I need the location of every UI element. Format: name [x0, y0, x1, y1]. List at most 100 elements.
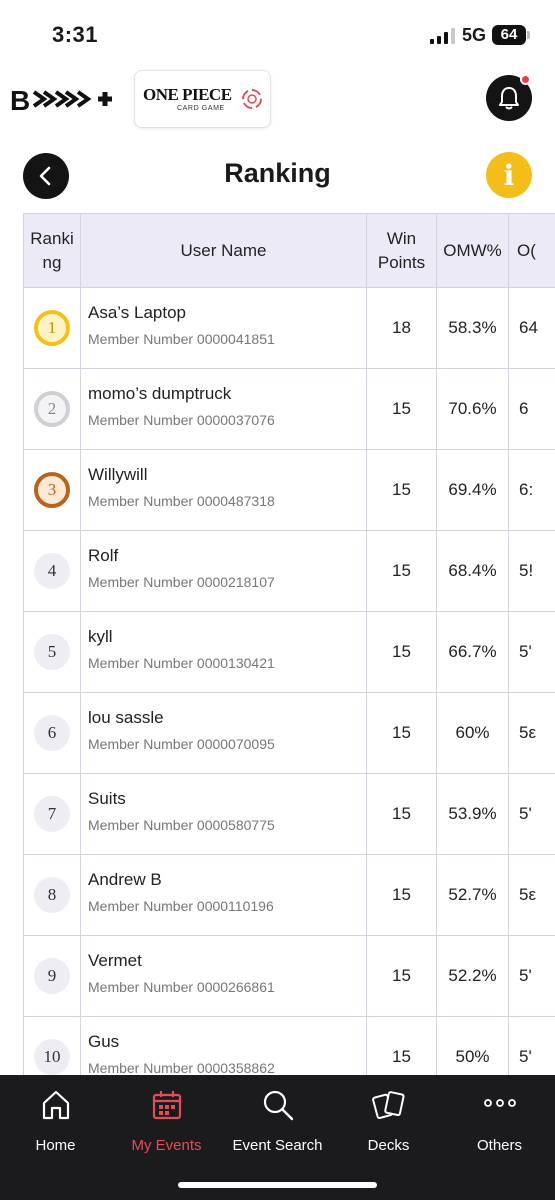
user-name: Rolf — [88, 546, 119, 565]
col-header-oow: O( — [508, 213, 555, 288]
bandai-logo: B — [10, 84, 114, 116]
win-points: 15 — [366, 611, 437, 693]
home-indicator[interactable] — [178, 1182, 377, 1188]
member-number: Member Number 0000218107 — [88, 574, 275, 590]
table-row[interactable]: 10 Gus Member Number 0000358862 15 50% 5' — [23, 1016, 555, 1075]
win-points: 15 — [366, 530, 437, 612]
oow-percent: 6: — [508, 449, 555, 531]
rank-badge: 10 — [34, 1039, 70, 1075]
table-row[interactable]: 7 Suits Member Number 0000580775 15 53.9%… — [23, 773, 555, 855]
user-name: Andrew B — [88, 870, 162, 889]
rank-badge: 7 — [34, 796, 70, 832]
table-row[interactable]: 8 Andrew B Member Number 0000110196 15 52… — [23, 854, 555, 936]
table-row[interactable]: 2 momo’s dumptruck Member Number 00000370… — [23, 368, 555, 450]
rank-badge: 5 — [34, 634, 70, 670]
table-row[interactable]: 5 kyll Member Number 0000130421 15 66.7% … — [23, 611, 555, 693]
user-name: Vermet — [88, 951, 142, 970]
oow-percent: 5' — [508, 935, 555, 1017]
ranking-table: Ranki ng User Name Win Points OMW% O( 1 As… — [23, 213, 555, 1075]
nav-others[interactable]: Others — [444, 1087, 555, 1154]
one-piece-card-game-logo[interactable]: ONE PIECE CARD GAME — [134, 70, 271, 128]
member-number: Member Number 0000487318 — [88, 493, 275, 509]
ranking-table-container[interactable]: Ranki ng User Name Win Points OMW% O( 1 As… — [23, 213, 555, 1075]
omw-percent: 68.4% — [436, 530, 509, 612]
rank-badge: 4 — [34, 553, 70, 589]
user-name: kyll — [88, 627, 113, 646]
info-icon: i — [503, 158, 515, 192]
oow-percent: 5' — [508, 773, 555, 855]
rank-silver-medal-icon: 2 — [34, 391, 70, 427]
win-points: 15 — [366, 935, 437, 1017]
nav-event-search[interactable]: Event Search — [222, 1087, 333, 1154]
search-icon — [263, 1090, 293, 1121]
battery-tip — [527, 31, 530, 39]
member-number: Member Number 0000130421 — [88, 655, 275, 671]
omw-percent: 58.3% — [436, 287, 509, 369]
member-number: Member Number 0000110196 — [88, 898, 274, 914]
swirl-icon — [242, 89, 262, 109]
oow-percent: 5ε — [508, 692, 555, 774]
nav-decks-label: Decks — [367, 1137, 410, 1154]
table-header-row: Ranki ng User Name Win Points OMW% O( — [23, 213, 555, 288]
oow-percent: 5' — [508, 611, 555, 693]
member-number: Member Number 0000037076 — [88, 412, 275, 428]
back-button[interactable] — [23, 153, 69, 199]
rank-gold-medal-icon: 1 — [34, 310, 70, 346]
bell-icon — [499, 87, 519, 110]
col-header-user-name: User Name — [80, 213, 367, 288]
win-points: 18 — [366, 287, 437, 369]
oow-percent: 5! — [508, 530, 555, 612]
user-name: Willywill — [88, 465, 148, 484]
table-row[interactable]: 3 Willywill Member Number 0000487318 15 6… — [23, 449, 555, 531]
win-points: 15 — [366, 1016, 437, 1075]
rank-badge: 6 — [34, 715, 70, 751]
table-row[interactable]: 1 Asa’s Laptop Member Number 0000041851 1… — [23, 287, 555, 369]
bottom-navigation: Home My Events Event Search Decks Others — [0, 1075, 555, 1200]
user-name: Gus — [88, 1032, 120, 1051]
chevron-left-icon — [39, 166, 51, 186]
table-row[interactable]: 6 lou sassle Member Number 0000070095 15 … — [23, 692, 555, 774]
col-header-ranking: Ranki ng — [23, 213, 81, 288]
rank-badge: 9 — [34, 958, 70, 994]
home-icon — [42, 1090, 69, 1120]
info-button[interactable]: i — [486, 152, 532, 198]
user-name: Suits — [88, 789, 126, 808]
omw-percent: 69.4% — [436, 449, 509, 531]
nav-event-search-label: Event Search — [232, 1137, 323, 1154]
calendar-icon — [152, 1091, 181, 1120]
win-points: 15 — [366, 449, 437, 531]
omw-percent: 52.7% — [436, 854, 509, 936]
rank-badge: 8 — [34, 877, 70, 913]
nav-my-events-label: My Events — [131, 1137, 202, 1154]
app-header: B ONE PIECE CARD GAME — [0, 68, 555, 130]
table-row[interactable]: 9 Vermet Member Number 0000266861 15 52.2… — [23, 935, 555, 1017]
win-points: 15 — [366, 692, 437, 774]
nav-decks[interactable]: Decks — [333, 1087, 444, 1154]
user-name: Asa’s Laptop — [88, 303, 186, 322]
user-name: lou sassle — [88, 708, 164, 727]
member-number: Member Number 0000041851 — [88, 331, 275, 347]
oow-percent: 5' — [508, 1016, 555, 1075]
oow-percent: 6 — [508, 368, 555, 450]
nav-my-events[interactable]: My Events — [111, 1087, 222, 1154]
battery-icon: 64 — [492, 25, 526, 45]
nav-home[interactable]: Home — [0, 1087, 111, 1154]
omw-percent: 52.2% — [436, 935, 509, 1017]
col-header-omw: OMW% — [436, 213, 509, 288]
logo-title: ONE PIECE — [143, 85, 232, 104]
cards-icon — [371, 1091, 405, 1119]
omw-percent: 66.7% — [436, 611, 509, 693]
table-row[interactable]: 4 Rolf Member Number 0000218107 15 68.4% … — [23, 530, 555, 612]
notification-badge — [520, 74, 531, 85]
network-type: 5G — [462, 25, 487, 45]
member-number: Member Number 0000266861 — [88, 979, 275, 995]
bandai-logo-letter: B — [10, 85, 30, 114]
rank-bronze-medal-icon: 3 — [34, 472, 70, 508]
oow-percent: 5ε — [508, 854, 555, 936]
member-number: Member Number 0000580775 — [88, 817, 275, 833]
win-points: 15 — [366, 368, 437, 450]
member-number: Member Number 0000358862 — [88, 1060, 275, 1075]
nav-home-label: Home — [35, 1137, 76, 1154]
cellular-signal-icon — [430, 28, 455, 44]
win-points: 15 — [366, 854, 437, 936]
